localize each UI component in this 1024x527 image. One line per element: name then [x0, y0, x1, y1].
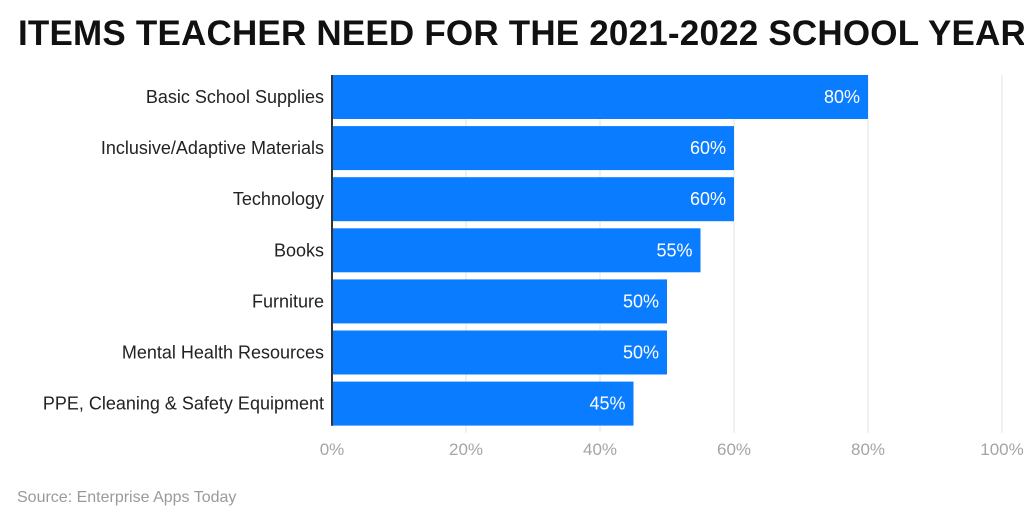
- category-label: Inclusive/Adaptive Materials: [101, 138, 324, 158]
- category-label: Furniture: [252, 291, 324, 311]
- data-label: 50%: [623, 291, 659, 311]
- bar: [332, 177, 734, 222]
- bar: [332, 330, 667, 375]
- x-tick-label: 40%: [583, 440, 617, 459]
- data-label: 60%: [690, 189, 726, 209]
- x-tick-label: 20%: [449, 440, 483, 459]
- data-label: 50%: [623, 343, 659, 363]
- x-tick-label: 80%: [851, 440, 885, 459]
- data-label: 60%: [690, 138, 726, 158]
- data-label: 45%: [589, 394, 625, 414]
- source-note: Source: Enterprise Apps Today: [17, 489, 237, 506]
- bar: [332, 75, 868, 119]
- data-label: 80%: [824, 87, 860, 107]
- x-tick-label: 100%: [980, 440, 1023, 459]
- category-label: PPE, Cleaning & Safety Equipment: [43, 394, 324, 414]
- bar: [332, 228, 701, 273]
- bar: [332, 381, 634, 426]
- x-tick-label: 0%: [320, 440, 345, 459]
- category-label: Mental Health Resources: [122, 343, 324, 363]
- x-tick-label: 60%: [717, 440, 751, 459]
- bar: [332, 126, 734, 171]
- data-label: 55%: [656, 240, 692, 260]
- bar: [332, 279, 667, 324]
- category-label: Basic School Supplies: [146, 87, 324, 107]
- category-label: Books: [274, 240, 324, 260]
- category-label: Technology: [233, 189, 324, 209]
- chart-title: ITEMS TEACHER NEED FOR THE 2021-2022 SCH…: [18, 14, 1024, 53]
